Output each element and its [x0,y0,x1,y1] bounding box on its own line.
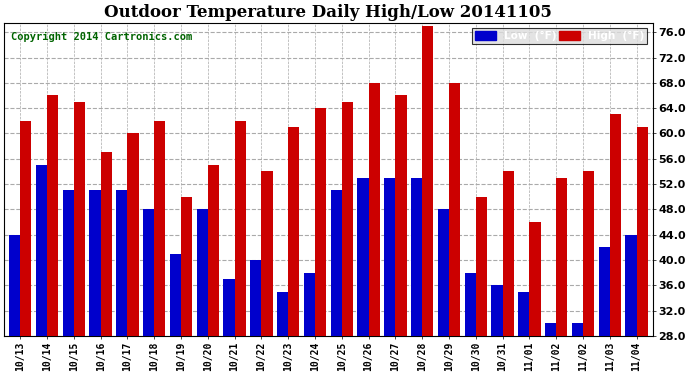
Bar [637,127,648,336]
Bar [277,292,288,336]
Bar [572,323,583,336]
Bar [304,273,315,336]
Bar [36,165,47,336]
Bar [395,96,406,336]
Bar [464,273,476,336]
Bar [262,171,273,336]
Bar [583,171,594,336]
Bar [556,178,567,336]
Bar [101,152,112,336]
Bar [74,102,85,336]
Bar [342,102,353,336]
Bar [197,209,208,336]
Bar [250,260,262,336]
Bar [422,26,433,336]
Bar [357,178,368,336]
Bar [368,83,380,336]
Bar [90,190,101,336]
Bar [491,285,502,336]
Bar [170,254,181,336]
Bar [315,108,326,336]
Bar [625,235,637,336]
Bar [155,121,166,336]
Bar [545,323,556,336]
Bar [47,96,58,336]
Bar [384,178,395,336]
Bar [437,209,449,336]
Bar [449,83,460,336]
Bar [63,190,74,336]
Bar [476,197,487,336]
Bar [610,114,621,336]
Title: Outdoor Temperature Daily High/Low 20141105: Outdoor Temperature Daily High/Low 20141… [104,4,553,21]
Bar [288,127,299,336]
Bar [235,121,246,336]
Bar [116,190,128,336]
Legend: Low  (°F), High  (°F): Low (°F), High (°F) [472,28,647,44]
Text: Copyright 2014 Cartronics.com: Copyright 2014 Cartronics.com [10,32,192,42]
Bar [128,134,139,336]
Bar [224,279,235,336]
Bar [529,222,541,336]
Bar [9,235,20,336]
Bar [411,178,422,336]
Bar [208,165,219,336]
Bar [181,197,193,336]
Bar [598,248,610,336]
Bar [518,292,529,336]
Bar [20,121,32,336]
Bar [331,190,342,336]
Bar [502,171,514,336]
Bar [143,209,155,336]
